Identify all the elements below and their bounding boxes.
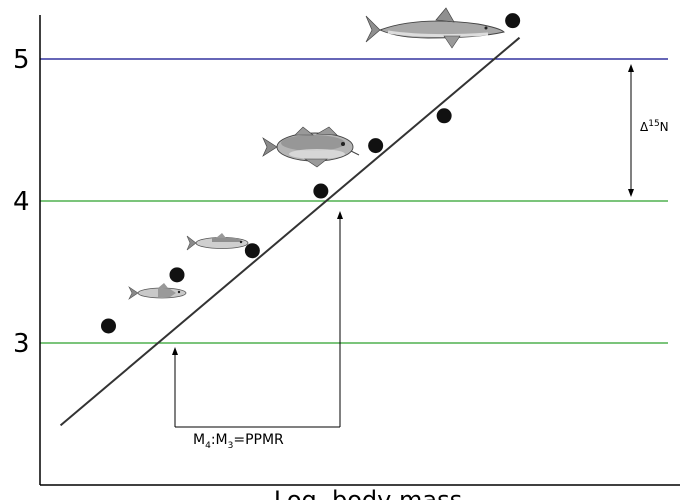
y-tick-label-4: 4 [13,187,30,217]
delta-label: Δ15N [640,119,669,134]
ppmr-label: M4:M3=PPMR [193,432,284,451]
data-point-5 [368,138,384,154]
delta-arrow [628,64,634,197]
data-point-2 [169,267,185,283]
data-point-4 [313,183,329,199]
shark-icon [365,7,505,49]
fit-line [59,36,521,427]
y-tick-label-3: 3 [13,329,30,359]
y-tick-label-5: 5 [13,45,30,75]
data-point-3 [244,243,260,259]
x-axis-label: Log. body mass [274,486,462,500]
data-point-7 [505,13,521,29]
cod-icon [262,126,360,168]
data-point-6 [436,108,452,124]
data-points [101,13,521,334]
ppmr-bracket [172,211,343,428]
y-ticks: 3 4 5 [13,45,30,359]
reference-lines [40,58,668,344]
data-point-1 [101,318,116,334]
small-fish-icon-1 [128,283,187,300]
small-fish-icon-2 [186,233,249,251]
